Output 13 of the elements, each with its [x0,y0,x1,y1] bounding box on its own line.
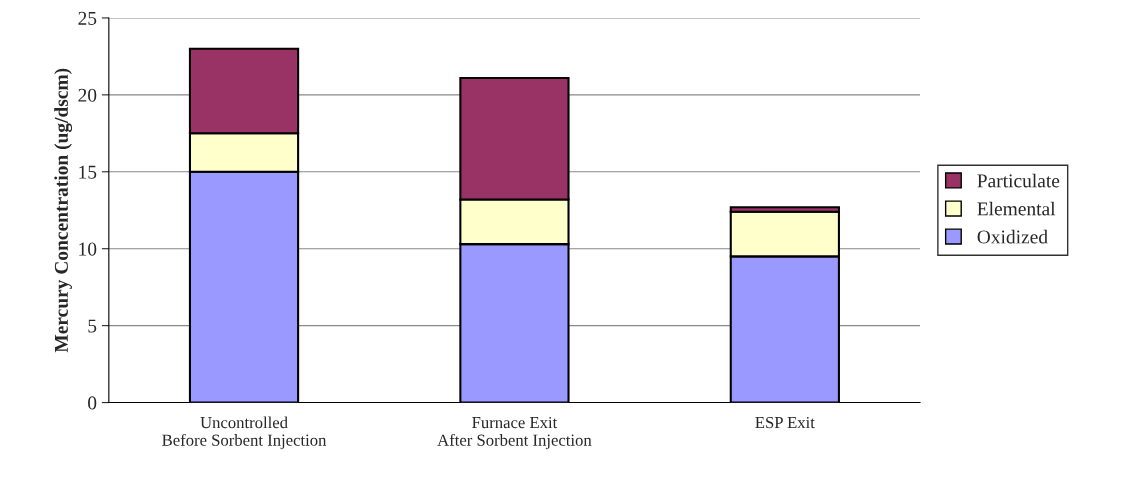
y-tick-label: 15 [79,165,97,179]
y-tick-label: 25 [78,11,97,25]
y-tick-label: 20 [78,88,97,102]
y-tick-label: 10 [79,242,97,256]
y-axis-title: Mercury Concentration (ug/dscm) [54,68,73,353]
x-tick-label: Furnace Exit After Sorbent Injection [437,416,592,450]
x-tick-label: ESP Exit [755,416,815,429]
x-tick-label: Uncontrolled Before Sorbent Injection [162,416,327,450]
y-tick-label: 5 [88,319,97,333]
legend-label: Particulate [977,173,1060,188]
legend-label: Oxidized [977,229,1048,244]
y-tick-label: 0 [88,396,97,410]
legend-label: Elemental [977,201,1056,216]
